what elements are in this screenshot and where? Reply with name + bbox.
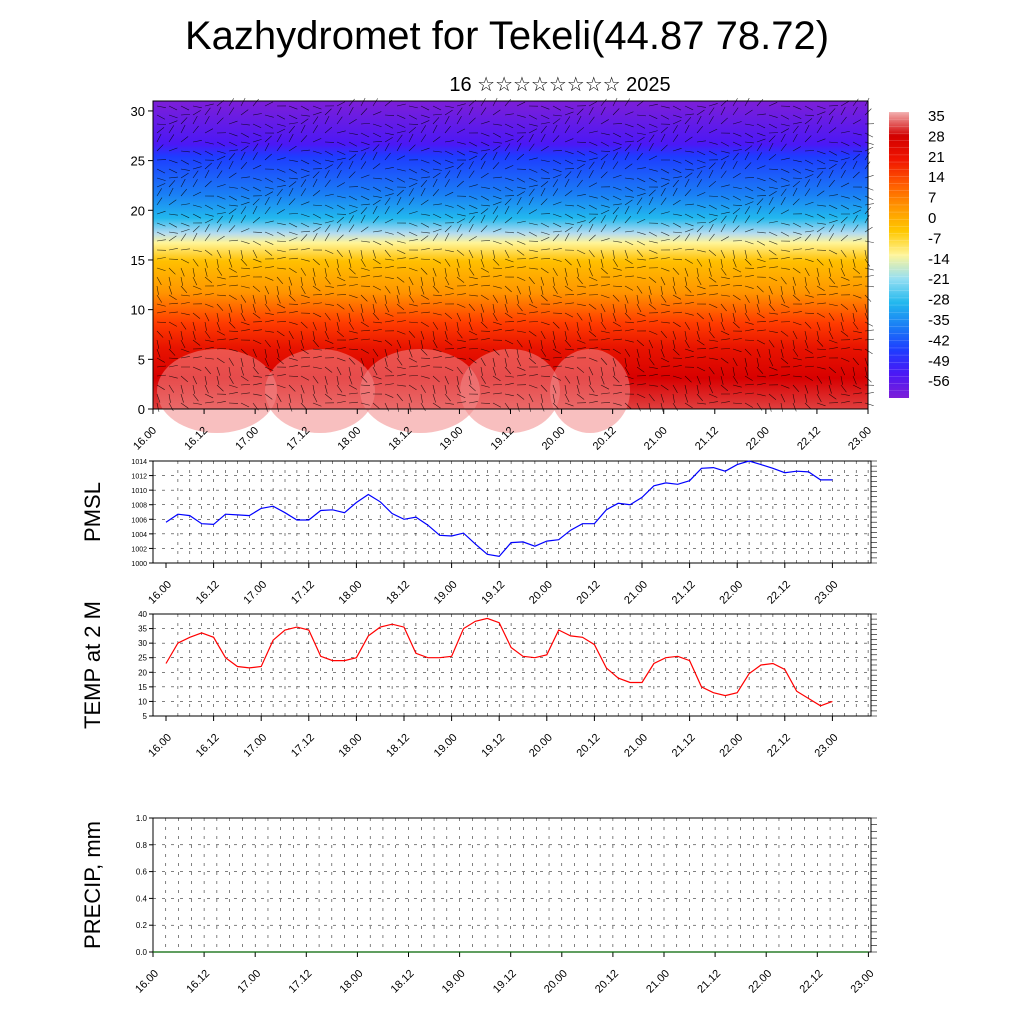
y-tick-label: 1014 [131, 459, 147, 466]
x-tick-label: 16.12 [184, 968, 212, 996]
colorbar-label: 35 [928, 108, 945, 125]
pmsl-ylabel: PMSL [80, 482, 105, 542]
temp-2m-ylabel: TEMP at 2 M [80, 601, 105, 729]
colorbar-label: -56 [928, 373, 950, 390]
x-tick-label: 18.12 [389, 968, 417, 996]
pmsl-series-line [165, 460, 833, 558]
colorbar-label: -7 [928, 230, 941, 247]
x-tick-label: 19.12 [491, 968, 519, 996]
y-tick-label: 0.6 [136, 868, 148, 877]
precip-ylabel: PRECIP, mm [80, 821, 105, 949]
precip-frame [152, 817, 872, 953]
y-tick-label: 1004 [131, 532, 147, 539]
x-tick-label: 21.12 [695, 968, 723, 996]
y-tick-label: 0 [138, 402, 145, 417]
y-tick-label: 10 [131, 303, 145, 318]
x-tick-label: 20.12 [593, 968, 621, 996]
warm-bubble [265, 349, 375, 433]
y-tick-label: 30 [131, 104, 145, 119]
x-tick-label: 22.00 [746, 968, 774, 996]
x-tick-label: 17.12 [286, 968, 314, 996]
y-tick-label: 0.2 [136, 921, 148, 930]
colorbar-label: -21 [928, 271, 950, 288]
y-tick-label: 1.0 [136, 814, 148, 823]
colorbar-label: -14 [928, 251, 950, 268]
y-tick-label: 25 [131, 154, 145, 169]
y-tick-label: 40 [138, 610, 147, 619]
warm-bubble [460, 349, 560, 433]
y-tick-label: 1006 [131, 517, 147, 524]
x-tick-label: 23.00 [849, 968, 877, 996]
y-tick-label: 5 [138, 352, 145, 367]
warm-bubble [157, 349, 277, 433]
x-tick-label: 18.00 [338, 968, 366, 996]
colorbar-label: 7 [928, 190, 936, 207]
y-tick-label: 1000 [131, 561, 147, 568]
temp-2m-grid [153, 614, 871, 716]
warm-bubble [360, 349, 480, 433]
y-tick-label: 15 [138, 683, 147, 692]
x-tick-label: 19.00 [440, 968, 468, 996]
colorbar-label: 14 [928, 169, 945, 186]
page-subtitle: 16 ☆☆☆☆☆☆☆☆ 2025 [449, 74, 671, 96]
y-tick-label: 35 [138, 625, 147, 634]
colorbar-label: -35 [928, 312, 950, 329]
y-tick-label: 5 [143, 712, 148, 721]
page-title: Kazhydromet for Tekeli(44.87 78.72) [184, 14, 830, 58]
colorbar-label: -42 [928, 332, 950, 349]
wind-barbs [156, 97, 875, 412]
y-tick-label: 0.0 [136, 948, 148, 957]
precip-grid [153, 818, 871, 952]
y-tick-label: 1012 [131, 474, 147, 481]
y-tick-label: 1002 [131, 546, 147, 553]
y-tick-label: 30 [138, 639, 147, 648]
y-tick-label: 0.8 [136, 841, 148, 850]
y-tick-label: 10 [138, 697, 147, 706]
colorbar-label: -49 [928, 353, 950, 370]
pmsl-grid [153, 461, 871, 563]
y-tick-label: 20 [131, 203, 145, 218]
y-tick-label: 15 [131, 253, 145, 268]
x-tick-label: 16.00 [133, 968, 161, 996]
temp-2m-series-line [165, 617, 833, 707]
y-tick-label: 25 [138, 654, 147, 663]
x-tick-label: 21.00 [644, 968, 672, 996]
colorbar-label: 21 [928, 149, 945, 166]
y-tick-label: 20 [138, 668, 147, 677]
x-tick-label: 22.12 [797, 968, 825, 996]
colorbar-label: 28 [928, 128, 945, 145]
x-tick-label: 20.00 [542, 968, 570, 996]
y-tick-label: 1010 [131, 488, 147, 495]
y-tick-label: 0.4 [136, 894, 148, 903]
x-tick-label: 17.00 [235, 968, 263, 996]
y-tick-label: 1008 [131, 503, 147, 510]
warm-bubble [550, 349, 630, 433]
colorbar-label: 0 [928, 210, 936, 227]
colorbar-label: -28 [928, 292, 950, 309]
